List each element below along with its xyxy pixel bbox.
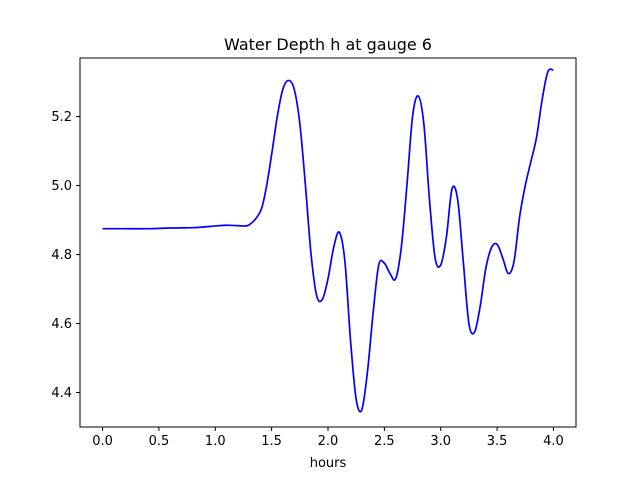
x-tick-label: 1.5 — [261, 434, 282, 449]
x-tick-label: 4.0 — [543, 434, 564, 449]
x-tick-label: 3.0 — [430, 434, 451, 449]
y-tick-label: 5.0 — [51, 179, 72, 194]
y-tick-label: 4.4 — [51, 386, 72, 401]
y-tick-label: 4.8 — [51, 248, 72, 263]
y-axis: 4.4 4.6 4.8 5.0 5.2 — [51, 110, 80, 401]
x-tick-label: 1.0 — [205, 434, 226, 449]
chart-title: Water Depth h at gauge 6 — [224, 35, 432, 54]
x-tick-label: 2.0 — [318, 434, 339, 449]
x-tick-label: 2.5 — [374, 434, 395, 449]
x-tick-label: 0.0 — [92, 434, 113, 449]
x-axis: 0.0 0.5 1.0 1.5 2.0 2.5 3.0 3.5 4.0 — [92, 427, 564, 449]
series-line — [102, 68, 554, 413]
x-tick-label: 3.5 — [487, 434, 508, 449]
x-axis-label: hours — [310, 456, 347, 471]
y-tick-label: 5.2 — [51, 110, 72, 125]
x-tick-label: 0.5 — [149, 434, 170, 449]
plot-frame — [79, 57, 577, 428]
y-tick-label: 4.6 — [51, 317, 72, 332]
